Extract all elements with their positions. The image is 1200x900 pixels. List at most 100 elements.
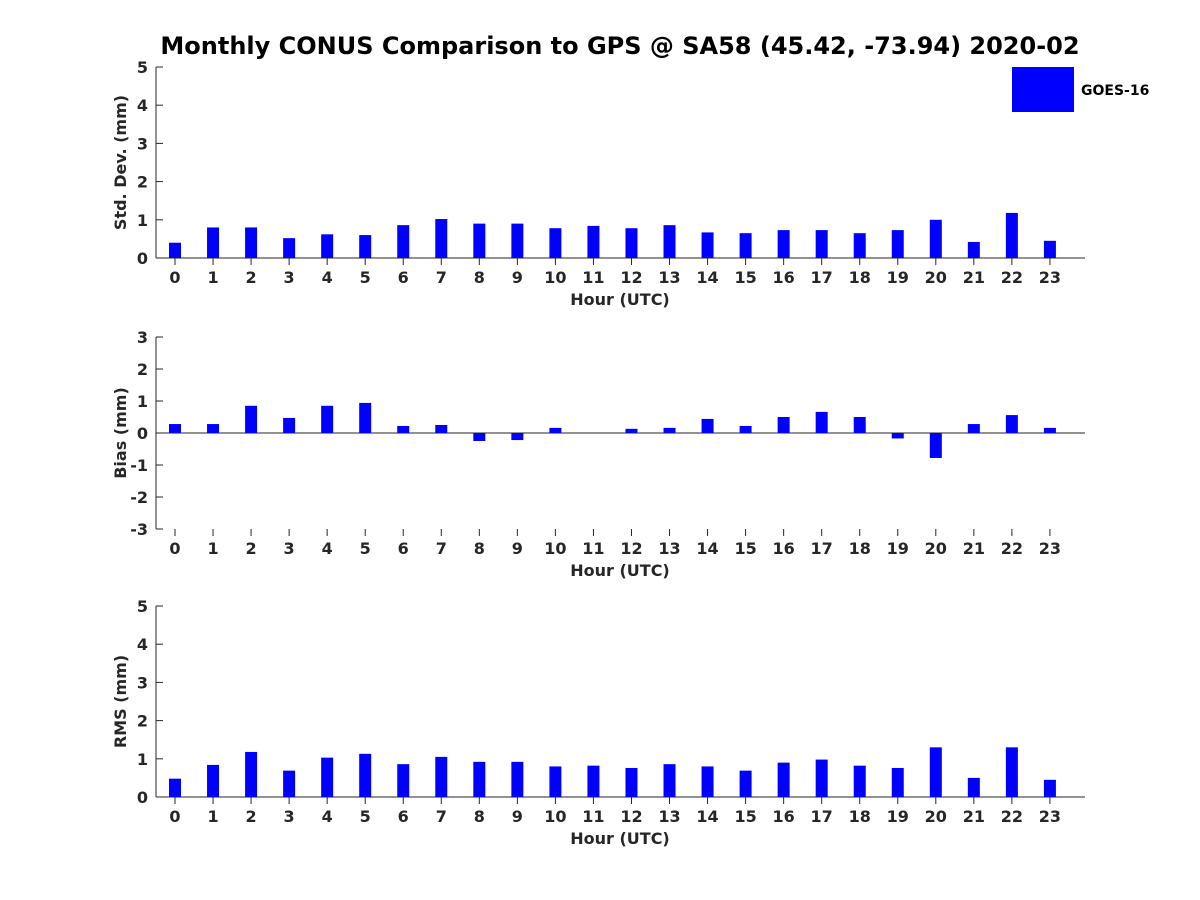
rms-x-tick-label: 14	[696, 807, 718, 826]
std-dev-x-tick-label: 5	[360, 268, 371, 287]
rms-bar-hour-1	[207, 764, 220, 797]
std-dev-x-tick-label: 8	[474, 268, 485, 287]
rms-bar-hour-4	[321, 757, 334, 797]
rms-x-tick-label: 4	[322, 807, 333, 826]
rms-bar-hour-15	[739, 770, 752, 797]
rms-bar-hour-21	[967, 777, 980, 797]
bias-bar-hour-23	[1043, 427, 1056, 433]
bias-x-tick-label: 11	[582, 539, 604, 558]
bias-x-tick-label: 3	[284, 539, 295, 558]
rms-y-tick-label: 5	[137, 597, 148, 616]
rms-x-tick-label: 23	[1039, 807, 1061, 826]
std-dev-x-tick-label: 23	[1039, 268, 1061, 287]
bias-y-tick-label: 0	[137, 424, 148, 443]
rms-x-tick-label: 8	[474, 807, 485, 826]
bias-y-tick-label: -3	[130, 520, 148, 539]
rms-bar-hour-10	[549, 766, 562, 797]
bias-x-tick-label: 12	[620, 539, 642, 558]
bias-x-tick-label: 23	[1039, 539, 1061, 558]
rms-bar-hour-14	[701, 766, 714, 797]
rms-bar-hour-13	[663, 764, 676, 797]
std-dev-y-tick-label: 5	[137, 58, 148, 77]
std-dev-x-tick-label: 6	[398, 268, 409, 287]
rms-x-tick-label: 18	[849, 807, 871, 826]
rms-bar-hour-2	[245, 751, 258, 797]
std-dev-x-tick-label: 17	[811, 268, 833, 287]
bias-bar-hour-13	[663, 427, 676, 433]
std-dev-x-tick-label: 3	[284, 268, 295, 287]
rms-x-tick-label: 3	[284, 807, 295, 826]
std-dev-x-tick-label: 11	[582, 268, 604, 287]
std-dev-bar-hour-14	[701, 232, 714, 258]
std-dev-x-tick-label: 1	[207, 268, 218, 287]
rms-bar-hour-7	[435, 756, 448, 797]
bias-bar-hour-2	[245, 405, 258, 433]
std-dev-bar-hour-19	[891, 230, 904, 258]
std-dev-x-tick-label: 7	[436, 268, 447, 287]
std-dev-x-tick-label: 16	[773, 268, 795, 287]
bias-bar-hour-9	[511, 433, 524, 441]
std-dev-bar-hour-17	[815, 230, 828, 258]
rms-x-tick-label: 1	[207, 807, 218, 826]
std-dev-bar-hour-8	[473, 223, 486, 258]
bias-x-tick-label: 0	[169, 539, 180, 558]
rms-y-tick-label: 4	[137, 635, 148, 654]
std-dev-bar-hour-21	[967, 241, 980, 258]
rms-y-tick-label: 0	[137, 788, 148, 807]
bias-bar-hour-14	[701, 418, 714, 433]
legend-label-goes-16: GOES-16	[1081, 83, 1149, 99]
std-dev-bar-hour-1	[207, 227, 220, 258]
std-dev-bar-hour-12	[625, 228, 638, 258]
chart-title: Monthly CONUS Comparison to GPS @ SA58 (…	[160, 32, 1079, 60]
bias-bar-hour-21	[967, 424, 980, 433]
bias-x-tick-label: 2	[246, 539, 257, 558]
bias-x-tick-label: 16	[773, 539, 795, 558]
std-dev-x-tick-label: 10	[544, 268, 566, 287]
rms-x-tick-label: 0	[169, 807, 180, 826]
bias-x-tick-label: 4	[322, 539, 333, 558]
bias-bar-hour-22	[1005, 415, 1018, 433]
rms-bar-hour-18	[853, 765, 866, 797]
bias-x-tick-label: 22	[1001, 539, 1023, 558]
bias-y-tick-label: 1	[137, 392, 148, 411]
rms-x-tick-label: 9	[512, 807, 523, 826]
std-dev-bar-hour-4	[321, 234, 334, 258]
bias-bar-hour-19	[891, 433, 904, 439]
bias-x-tick-label: 18	[849, 539, 871, 558]
bias-bar-hour-18	[853, 417, 866, 433]
bias-y-tick-label: -1	[130, 456, 148, 475]
legend-swatch-goes-16	[1012, 67, 1074, 112]
rms-x-tick-label: 16	[773, 807, 795, 826]
bias-bar-hour-6	[397, 425, 410, 433]
rms-x-tick-label: 15	[734, 807, 756, 826]
bias-bar-hour-7	[435, 425, 448, 433]
legend: GOES-16	[1012, 67, 1149, 112]
std-dev-bar-hour-22	[1005, 212, 1018, 258]
rms-y-tick-label: 1	[137, 750, 148, 769]
std-dev-x-tick-label: 22	[1001, 268, 1023, 287]
rms-bar-hour-3	[283, 770, 296, 797]
std-dev-bar-hour-9	[511, 223, 524, 258]
bias-x-tick-label: 6	[398, 539, 409, 558]
bias-bar-hour-17	[815, 411, 828, 433]
std-dev-x-tick-label: 18	[849, 268, 871, 287]
bias-bar-hour-8	[473, 433, 486, 441]
rms-x-tick-label: 10	[544, 807, 566, 826]
rms-x-tick-label: 7	[436, 807, 447, 826]
std-dev-bar-hour-13	[663, 225, 676, 258]
bias-bar-hour-12	[625, 428, 638, 433]
rms-bar-hour-16	[777, 762, 790, 797]
bias-bar-hour-5	[359, 402, 372, 433]
std-dev-bar-hour-15	[739, 233, 752, 258]
std-dev-bar-hour-5	[359, 235, 372, 258]
rms-x-tick-label: 21	[963, 807, 985, 826]
bias-bar-hour-3	[283, 417, 296, 433]
std-dev-x-tick-label: 9	[512, 268, 523, 287]
std-dev-x-tick-label: 4	[322, 268, 333, 287]
std-dev-bar-hour-16	[777, 230, 790, 258]
std-dev-x-tick-label: 15	[734, 268, 756, 287]
std-dev-bar-hour-2	[245, 227, 258, 258]
std-dev-y-axis-label: Std. Dev. (mm)	[111, 95, 130, 230]
bias-x-tick-label: 1	[207, 539, 218, 558]
